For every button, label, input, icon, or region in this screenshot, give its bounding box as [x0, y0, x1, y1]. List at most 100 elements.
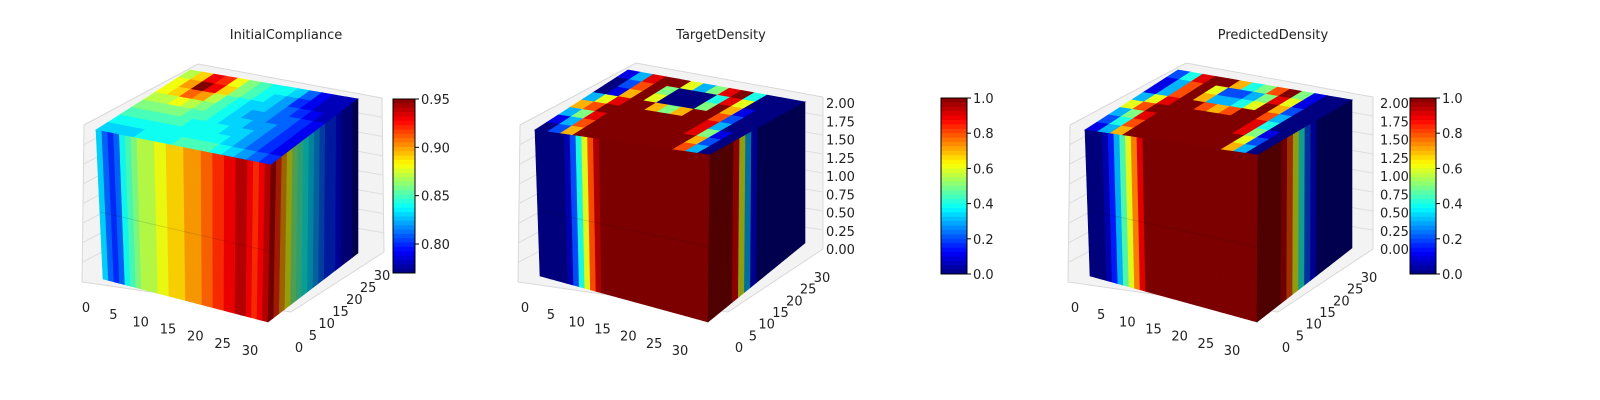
colorbar-segment	[393, 172, 415, 178]
front-voxel-column	[668, 148, 676, 314]
colorbar-segment	[393, 99, 415, 104]
colorbar-segment	[1410, 181, 1436, 187]
x-tick-label: 20	[187, 330, 204, 345]
y-tick-label: 10	[318, 317, 335, 332]
colorbar-segment	[1410, 98, 1436, 103]
x-tick-label: 10	[568, 315, 585, 330]
x-tick-label: 0	[521, 301, 529, 316]
side-voxel-column	[1339, 102, 1347, 258]
x-tick-label: 15	[1145, 323, 1162, 338]
y-tick-label: 5	[309, 329, 317, 344]
front-voxel-column	[662, 147, 670, 312]
chart-title: TargetDensity	[675, 28, 766, 43]
panel-target-density: TargetDensity 0 5 10 15 20 25 30 051015202530 …	[517, 28, 994, 359]
colorbar-segment	[1410, 155, 1436, 161]
colorbar-segment	[1410, 190, 1436, 196]
colorbar-segment	[941, 260, 967, 266]
z-tick-label: 1.75	[1380, 115, 1409, 130]
colorbar-segment	[393, 233, 415, 239]
x-tick-label: 0	[82, 301, 90, 316]
colorbar-tick-label: 0.4	[973, 198, 994, 213]
colorbar-segment	[941, 203, 967, 209]
front-voxel-column	[206, 151, 214, 309]
colorbar-segment	[941, 124, 967, 130]
front-voxel-column	[223, 155, 231, 313]
colorbar-tick-label: 0.0	[973, 268, 994, 283]
colorbar-segment	[1410, 199, 1436, 205]
side-voxel-column	[1322, 113, 1329, 272]
colorbar-segment	[941, 155, 967, 161]
colorbar-segment	[941, 194, 967, 200]
colorbar-segment	[393, 259, 415, 265]
colorbar-tick-label: 0.4	[1442, 198, 1463, 213]
colorbar-segment	[393, 207, 415, 213]
x-tick-label: 10	[132, 315, 149, 330]
colorbar-segment	[1410, 260, 1436, 266]
side-voxel-column	[1327, 109, 1335, 268]
colorbar-segment	[393, 199, 415, 204]
cube-top-face	[1083, 69, 1354, 156]
colorbar-segment	[1410, 230, 1436, 235]
colorbar-segment	[393, 229, 415, 235]
z-tick-label: 0.75	[826, 188, 855, 203]
y-tick-label: 0	[735, 341, 743, 356]
z-tick-label: 0.00	[826, 243, 855, 258]
colorbar-segment	[941, 234, 967, 240]
z-tick-label: 0.00	[1380, 243, 1409, 258]
side-voxel-column	[774, 114, 782, 269]
y-tick-label: 20	[1333, 294, 1350, 309]
z-tick-label: 0.75	[1380, 188, 1409, 203]
colorbar-segment	[941, 256, 967, 262]
colorbar-segment	[1410, 269, 1436, 275]
front-voxel-column	[1200, 146, 1208, 309]
colorbar-segment	[941, 221, 967, 227]
colorbar-segment	[1410, 247, 1436, 253]
x-tick-label: 15	[160, 323, 177, 338]
colorbar-segment	[941, 102, 967, 108]
z-tick-label: 2.00	[1380, 97, 1409, 112]
colorbar-segment	[1410, 146, 1436, 152]
x-tick-label: 20	[620, 330, 637, 345]
colorbar-segment	[393, 181, 415, 187]
side-voxel-column	[792, 104, 800, 254]
colorbar-segment	[1410, 225, 1436, 231]
colorbar-segment	[393, 129, 415, 135]
panel-predicted-density: PredictedDensity 0 5 10 15 20 25 30 0510152025…	[1067, 28, 1463, 359]
colorbar-segment	[941, 98, 967, 103]
colorbar-segment	[941, 208, 967, 213]
side-voxel-column	[798, 101, 806, 249]
colorbar-segment	[941, 164, 967, 169]
x-tick-label: 25	[1198, 337, 1215, 352]
colorbar-segment	[393, 151, 415, 157]
colorbar-segment	[1410, 150, 1436, 156]
x-axis-ticks: 0 5 10 15 20 25 30	[1071, 301, 1240, 359]
colorbar-segment	[1410, 234, 1436, 240]
colorbar-frame	[1409, 97, 1437, 275]
z-tick-label: 0.25	[1380, 225, 1409, 240]
z-tick-label: 1.00	[826, 170, 855, 185]
colorbar-segment	[1410, 194, 1436, 200]
colorbar-segment	[393, 120, 415, 126]
side-voxel-column	[329, 114, 337, 276]
colorbar-segment	[393, 116, 415, 122]
z-tick-label: 2.00	[826, 97, 855, 112]
y-tick-label: 0	[295, 341, 303, 356]
side-voxel-column	[346, 102, 353, 263]
front-voxel-column	[1223, 149, 1230, 315]
cube-top-face	[94, 69, 359, 166]
side-voxel-column	[1280, 137, 1288, 305]
side-voxel-column	[1304, 123, 1312, 286]
colorbar: 0.0 0.2 0.4 0.6 0.8 1.0	[1409, 92, 1463, 283]
voxel-layer-seam	[99, 211, 270, 252]
x-tick-label: 30	[672, 344, 689, 359]
colorbar-segment	[393, 216, 415, 222]
colorbar-segment	[941, 269, 967, 275]
front-voxel-column	[1234, 151, 1242, 318]
side-voxel-column	[352, 98, 359, 258]
y-tick-label: 10	[1305, 318, 1322, 333]
colorbar-segment	[941, 106, 967, 112]
colorbar-tick-label: 0.8	[1442, 127, 1463, 142]
colorbar-segment	[1410, 164, 1436, 169]
colorbar-segment	[1410, 111, 1436, 117]
